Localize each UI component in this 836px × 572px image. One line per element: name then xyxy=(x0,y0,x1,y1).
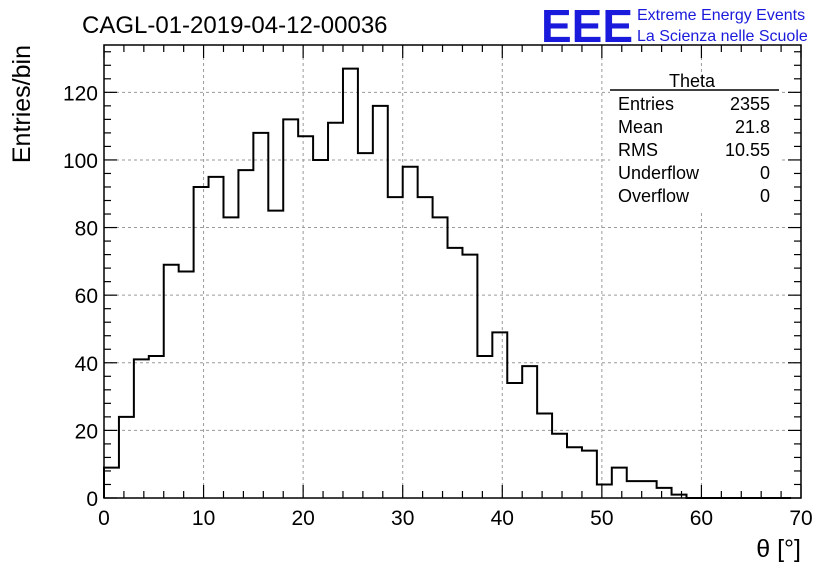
histogram-bin xyxy=(627,481,642,498)
histogram-bin xyxy=(104,468,119,498)
x-tick-label: 20 xyxy=(291,507,314,530)
histogram-bin xyxy=(657,488,672,498)
y-tick-label: 20 xyxy=(75,420,98,443)
stats-underflow-value: 0 xyxy=(760,163,770,183)
histogram-bin xyxy=(507,383,522,498)
stats-underflow-label: Underflow xyxy=(618,163,700,183)
histogram-bin xyxy=(328,123,343,498)
histogram-bin xyxy=(194,187,209,498)
eee-tagline-1: Extreme Energy Events xyxy=(637,7,805,24)
histogram-bin xyxy=(209,177,224,498)
histogram-bin xyxy=(149,356,164,498)
histogram-bin xyxy=(373,106,388,498)
stats-overflow-value: 0 xyxy=(760,186,770,206)
histogram-bin xyxy=(253,133,268,498)
y-tick-label: 60 xyxy=(75,285,98,308)
y-tick-label: 40 xyxy=(75,353,98,376)
histogram-bin xyxy=(223,217,238,498)
histogram-bin xyxy=(582,451,597,498)
x-axis-label: θ [°] xyxy=(756,535,801,563)
x-tick-label: 40 xyxy=(491,507,514,530)
histogram-bin xyxy=(134,359,149,498)
stats-mean-value: 21.8 xyxy=(735,117,770,137)
histogram-bin xyxy=(597,484,612,498)
y-axis-label: Entries/bin xyxy=(8,45,36,163)
histogram-bin xyxy=(552,434,567,498)
eee-logo: EEE xyxy=(541,0,633,52)
histogram-bin xyxy=(403,167,418,498)
histogram-bin xyxy=(179,272,194,499)
eee-tagline-2: La Scienza nelle Scuole xyxy=(637,28,808,45)
histogram-outline xyxy=(103,67,792,499)
stats-rms-label: RMS xyxy=(618,140,658,160)
stats-box-background xyxy=(610,86,780,210)
x-tick-label: 60 xyxy=(690,507,713,530)
histogram-bin xyxy=(343,69,358,498)
y-tick-label: 80 xyxy=(75,218,98,241)
x-tick-label: 70 xyxy=(789,507,812,530)
stats-box: Theta Entries 2355 Mean 21.8 RMS 10.55 U… xyxy=(610,71,780,210)
histogram-bin xyxy=(388,197,403,498)
stats-mean-label: Mean xyxy=(618,117,663,137)
histogram-bin xyxy=(642,481,657,498)
y-tick-label: 100 xyxy=(63,150,98,173)
stats-overflow-label: Overflow xyxy=(618,186,690,206)
histogram-bars xyxy=(104,69,686,498)
y-tick-label: 120 xyxy=(63,82,98,105)
y-tick-label: 0 xyxy=(86,488,98,511)
x-tick-label: 50 xyxy=(590,507,613,530)
histogram-bin xyxy=(612,468,627,498)
histogram-bin xyxy=(433,217,448,498)
histogram-bin xyxy=(268,211,283,498)
grid-lines xyxy=(104,45,801,498)
histogram-bin xyxy=(477,356,492,498)
histogram-bin xyxy=(358,153,373,498)
stats-box-title: Theta xyxy=(669,71,716,91)
stats-entries-value: 2355 xyxy=(730,94,770,114)
histogram-bin xyxy=(537,413,552,498)
histogram-bin xyxy=(298,136,313,498)
histogram-bin xyxy=(119,417,134,498)
x-tick-label: 30 xyxy=(391,507,414,530)
stats-entries-label: Entries xyxy=(618,94,674,114)
histogram-bin xyxy=(418,197,433,498)
chart-title: CAGL-01-2019-04-12-00036 xyxy=(82,12,388,39)
histogram-bin xyxy=(313,160,328,498)
histogram-bin xyxy=(448,248,463,498)
tick-labels: 0 10 20 30 40 50 60 70 0 20 40 60 80 100 120 xyxy=(63,82,813,530)
histogram-bin xyxy=(492,332,507,498)
histogram-bin xyxy=(238,170,253,498)
x-tick-label: 0 xyxy=(98,507,110,530)
x-tick-label: 10 xyxy=(192,507,215,530)
histogram-bin xyxy=(164,265,179,498)
plot-frame xyxy=(103,44,802,499)
histogram-bin xyxy=(522,366,537,498)
histogram-bin xyxy=(283,119,298,498)
histogram-bin xyxy=(567,447,582,498)
histogram-bin xyxy=(462,255,477,498)
stats-rms-value: 10.55 xyxy=(725,140,770,160)
